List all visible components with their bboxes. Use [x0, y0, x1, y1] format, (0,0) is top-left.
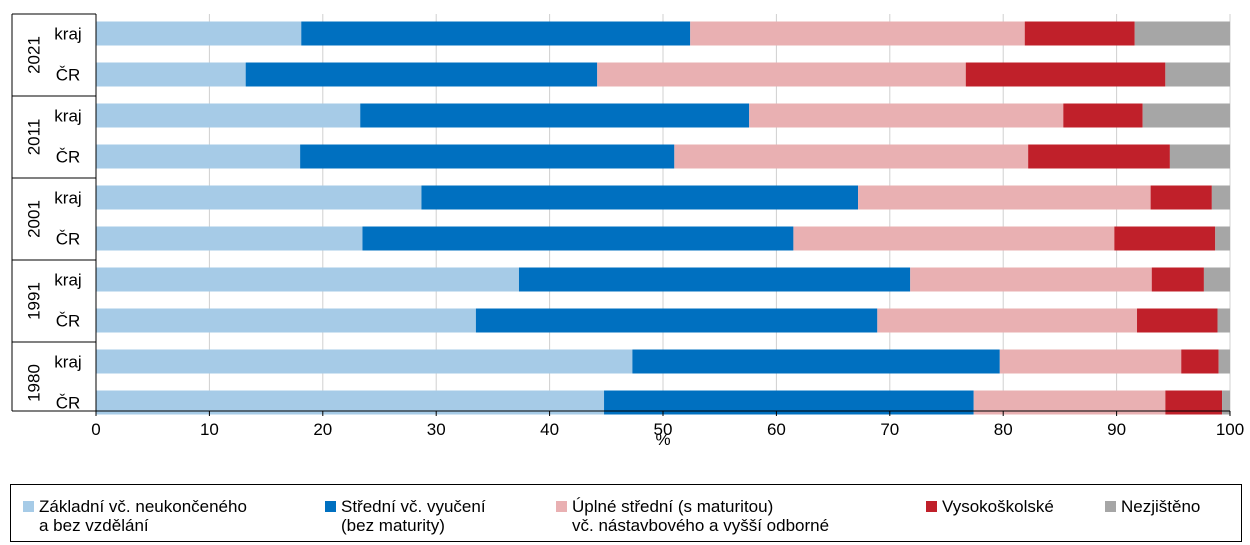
bar-segment: [1063, 103, 1143, 128]
legend-swatch: [556, 501, 567, 512]
row-label: ČR: [56, 230, 81, 249]
bar-segment: [674, 144, 1029, 169]
bar-segment: [1215, 226, 1230, 251]
bar-segment: [1151, 267, 1204, 292]
bar-segment: [96, 349, 633, 374]
row-label: kraj: [54, 189, 81, 208]
bar-segment: [965, 62, 1166, 87]
bar-segment: [1028, 144, 1170, 169]
row-label: kraj: [54, 271, 81, 290]
row-label: ČR: [56, 394, 81, 413]
bar-segment: [96, 308, 476, 333]
legend-label: Základní vč. neukončeného a bez vzdělání: [39, 497, 247, 535]
x-axis-label: %: [655, 430, 670, 449]
chart-legend: Základní vč. neukončeného a bez vzdělání…: [10, 484, 1242, 542]
bar-segment: [301, 21, 691, 46]
legend-label: Nezjištěno: [1121, 497, 1201, 516]
bar-segment: [999, 349, 1182, 374]
row-label: ČR: [56, 312, 81, 331]
bar-segment: [1222, 390, 1230, 415]
row-label: kraj: [54, 353, 81, 372]
x-tick-label: 10: [200, 420, 219, 439]
x-tick-label: 0: [91, 420, 100, 439]
bar-segment: [96, 185, 422, 210]
bar-segment: [690, 21, 1025, 46]
bar-segment: [421, 185, 859, 210]
bar-segment: [1024, 21, 1135, 46]
legend-label: Vysokoškolské: [942, 497, 1054, 516]
row-label: ČR: [56, 66, 81, 85]
x-tick-label: 70: [880, 420, 899, 439]
chart-plot: kraj ČR kraj ČR kraj ČR kraj ČR kraj ČR 2021 2011 20…: [11, 13, 1244, 449]
x-tick-label: 50: [654, 420, 673, 439]
legend-label: Úplné střední (s maturitou) vč. nástavbo…: [572, 497, 830, 535]
bar-segment: [475, 308, 878, 333]
legend-swatch: [325, 501, 336, 512]
legend-swatch: [926, 501, 937, 512]
group-year-label: 2021: [24, 36, 43, 74]
bar-segment: [96, 62, 246, 87]
x-tick-label: 20: [313, 420, 332, 439]
bar-segment: [632, 349, 1000, 374]
bar-segment: [1134, 21, 1230, 46]
bar-segment: [749, 103, 1064, 128]
x-tick-label: 90: [1107, 420, 1126, 439]
bar-segment: [300, 144, 675, 169]
bar-segment: [1142, 103, 1230, 128]
x-tick-label: 30: [427, 420, 446, 439]
legend-swatch: [23, 501, 34, 512]
x-tick-label: 80: [994, 420, 1013, 439]
bar-segment: [245, 62, 598, 87]
bar-segment: [910, 267, 1152, 292]
bar-segment: [1150, 185, 1212, 210]
bar-segment: [793, 226, 1115, 251]
bar-segment: [96, 226, 363, 251]
row-label: ČR: [56, 148, 81, 167]
row-label: kraj: [54, 107, 81, 126]
bar-segment: [1165, 62, 1230, 87]
bar-segment: [858, 185, 1151, 210]
group-year-label: 2001: [24, 200, 43, 238]
bar-segment: [518, 267, 911, 292]
bar-segment: [96, 103, 361, 128]
bar-segment: [1114, 226, 1216, 251]
bar-segment: [96, 144, 301, 169]
group-year-label: 2011: [24, 119, 43, 156]
group-year-label: 1980: [24, 364, 43, 402]
bar-segment: [1181, 349, 1219, 374]
group-year-label: 1991: [24, 282, 43, 320]
legend-swatch: [1105, 501, 1116, 512]
bar-segment: [597, 62, 966, 87]
row-label: kraj: [54, 25, 81, 44]
bar-segment: [362, 226, 794, 251]
bar-segment: [1137, 308, 1218, 333]
x-tick-label: 100: [1216, 420, 1244, 439]
legend-label: Střední vč. vyučení (bez maturity): [341, 497, 486, 535]
bar-segment: [1217, 308, 1230, 333]
bar-segment: [360, 103, 750, 128]
bar-segment: [96, 267, 519, 292]
bar-segment: [1211, 185, 1230, 210]
x-tick-label: 60: [767, 420, 786, 439]
bar-segment: [877, 308, 1138, 333]
x-tick-label: 40: [540, 420, 559, 439]
bar-segment: [96, 21, 302, 46]
bar-segment: [1218, 349, 1230, 374]
bar-segment: [1203, 267, 1230, 292]
bar-segment: [1169, 144, 1230, 169]
